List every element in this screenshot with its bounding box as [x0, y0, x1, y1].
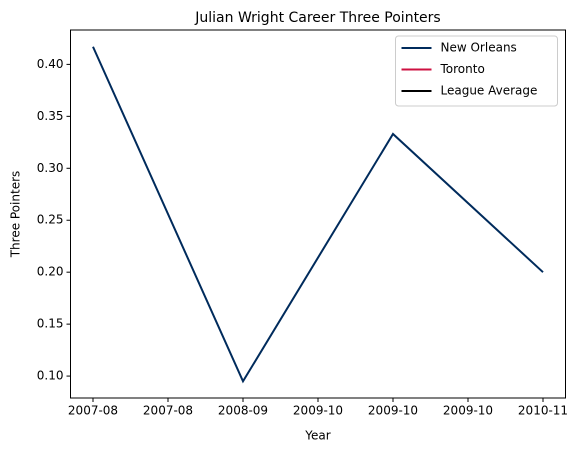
series-line [92, 46, 544, 384]
legend-label: New Orleans [441, 41, 517, 55]
x-tick-label: 2010-11 [518, 404, 568, 418]
y-tick-label: 0.35 [37, 109, 64, 123]
y-tick-label: 0.30 [37, 161, 64, 175]
legend-label: League Average [441, 84, 538, 98]
y-tick-label: 0.20 [37, 265, 64, 279]
x-tick-label: 2007-08 [68, 404, 118, 418]
legend-label: Toronto [440, 62, 485, 76]
y-tick-label: 0.10 [37, 369, 64, 383]
axes-frame [70, 29, 566, 399]
x-tick-label: 2007-08 [143, 404, 193, 418]
x-tick-label: 2008-09 [218, 404, 268, 418]
y-tick-label: 0.15 [37, 317, 64, 331]
legend-box [395, 35, 558, 107]
y-tick-label: 0.25 [37, 213, 64, 227]
x-axis-label: Year [304, 429, 330, 443]
x-tick-label: 2009-10 [368, 404, 418, 418]
chart-title: Julian Wright Career Three Pointers [194, 10, 440, 26]
y-axis-label: Three Pointers [9, 171, 23, 259]
x-tick-label: 2009-10 [443, 404, 493, 418]
y-tick-label: 0.40 [37, 57, 64, 71]
x-tick-label: 2009-10 [293, 404, 343, 418]
